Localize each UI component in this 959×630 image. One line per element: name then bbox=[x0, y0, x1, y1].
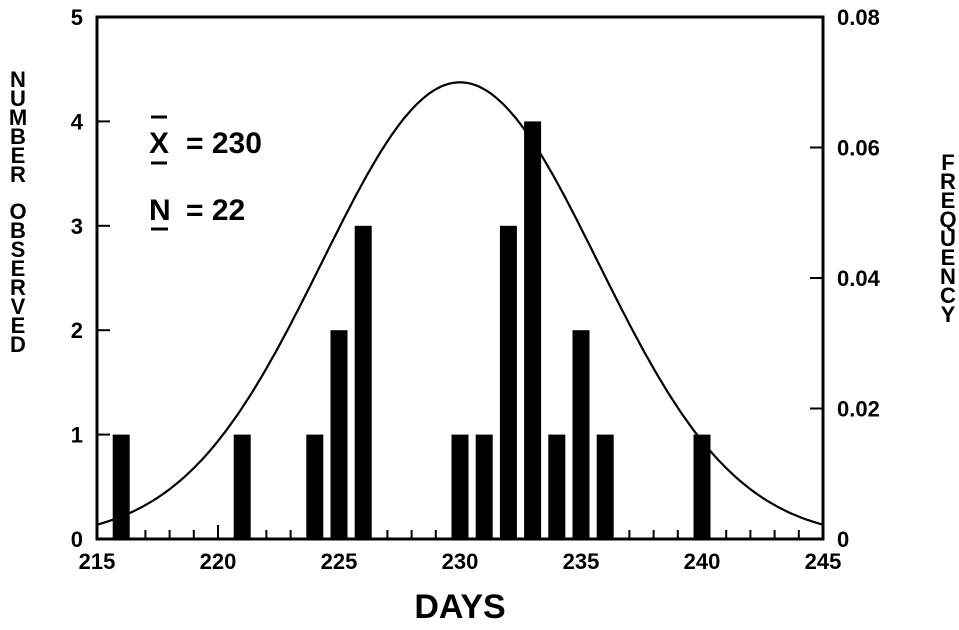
y2-tick-label: 0.02 bbox=[837, 397, 880, 422]
y2-tick-label: 0.08 bbox=[837, 5, 880, 30]
bar-235 bbox=[572, 330, 590, 539]
axis-title-letter: R bbox=[940, 169, 956, 194]
y2-tick-label: 0 bbox=[837, 527, 849, 552]
y2-tick-label: 0.04 bbox=[837, 266, 881, 291]
x-axis-title: DAYS bbox=[414, 588, 505, 625]
bar-236 bbox=[596, 434, 614, 539]
y-tick-label: 0 bbox=[71, 527, 83, 552]
axis-title-letter: B bbox=[10, 124, 26, 149]
mean-symbol: X bbox=[149, 127, 169, 160]
axis-title-letter: F bbox=[941, 150, 955, 175]
y-tick-label: 3 bbox=[71, 214, 83, 239]
axis-title-letter: Y bbox=[940, 302, 956, 327]
n-symbol: N bbox=[149, 194, 171, 227]
bar-221 bbox=[233, 434, 251, 539]
mean-annotation: X = 230 bbox=[149, 115, 262, 165]
axis-title-letter: N bbox=[940, 264, 956, 289]
x-tick-label: 230 bbox=[442, 549, 479, 574]
axis-title-letter: E bbox=[10, 256, 26, 281]
y-tick-label: 1 bbox=[71, 423, 83, 448]
ticks-layer: 215 220 225 230 235 240 24501234500.020.040.06… bbox=[71, 5, 881, 574]
bar-240 bbox=[693, 434, 711, 539]
axis-title-letter: R bbox=[10, 275, 26, 300]
axis-title-letter: U bbox=[940, 226, 956, 251]
axis-title-letter: E bbox=[940, 188, 956, 213]
normal-curve bbox=[96, 81, 824, 526]
bar-230 bbox=[451, 434, 469, 539]
axis-title-letter: N bbox=[10, 67, 26, 92]
bar-234 bbox=[548, 434, 566, 539]
y-tick-label: 2 bbox=[71, 318, 83, 343]
bar-216 bbox=[112, 434, 130, 539]
x-tick-label: 215 bbox=[79, 549, 116, 574]
x-tick-label: 235 bbox=[563, 549, 600, 574]
axis-title-letter: C bbox=[940, 283, 956, 308]
x-tick-label: 240 bbox=[684, 549, 721, 574]
n-value: = 22 bbox=[186, 194, 245, 227]
x-tick-label: 225 bbox=[321, 549, 358, 574]
axis-title-letter: U bbox=[10, 86, 26, 111]
bar-225 bbox=[330, 330, 348, 539]
y-tick-label: 5 bbox=[71, 5, 83, 30]
bar-224 bbox=[306, 434, 324, 539]
mean-value: = 230 bbox=[186, 127, 262, 160]
bar-226 bbox=[354, 225, 372, 540]
axis-title-letter: R bbox=[10, 162, 26, 187]
axis-title-letter: V bbox=[10, 294, 26, 319]
bar-232 bbox=[499, 225, 517, 540]
y-tick-label: 4 bbox=[71, 109, 84, 134]
y2-tick-label: 0.06 bbox=[837, 136, 880, 161]
axis-title-letter: B bbox=[10, 218, 26, 243]
axis-title-letter: D bbox=[10, 332, 26, 357]
bar-233 bbox=[524, 121, 542, 540]
n-annotation: N = 22 bbox=[149, 194, 245, 231]
bar-231 bbox=[475, 434, 493, 539]
axis-title-letter: S bbox=[10, 237, 26, 262]
bars-layer bbox=[112, 121, 711, 540]
axis-title-letter: O bbox=[9, 199, 27, 224]
axis-title-letter: M bbox=[8, 105, 28, 130]
axis-title-letter: E bbox=[10, 143, 26, 168]
axis-title-letter: E bbox=[10, 313, 26, 338]
x-tick-label: 245 bbox=[805, 549, 842, 574]
axis-title-letter: E bbox=[940, 245, 956, 270]
x-tick-label: 220 bbox=[200, 549, 237, 574]
axis-title-letter: Q bbox=[939, 207, 957, 232]
